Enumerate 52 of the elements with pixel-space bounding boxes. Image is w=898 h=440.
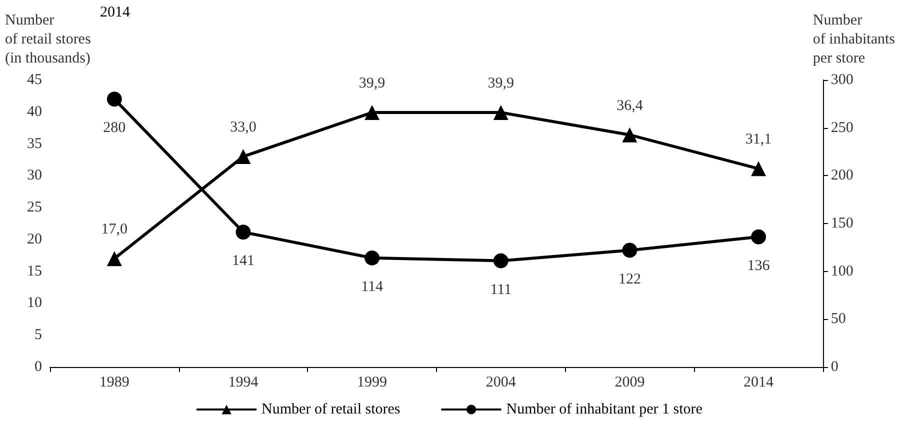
data-label: 36,4 — [616, 98, 644, 114]
y2-tick-label: 0 — [830, 359, 838, 375]
y-tick-label: 15 — [27, 263, 42, 280]
data-label: 39,9 — [358, 76, 386, 92]
x-tick-label: 2009 — [614, 374, 645, 390]
point — [106, 251, 122, 266]
data-label: 39,9 — [488, 76, 514, 92]
y2-tick-label: 150 — [830, 216, 854, 232]
x-tick-label: 2004 — [486, 374, 516, 390]
legend-label: Number of retail stores — [262, 402, 400, 418]
data-label: 33,0 — [230, 120, 256, 136]
chart-title: 2014 — [100, 4, 130, 20]
legend-label: Number of inhabitant per 1 store — [506, 402, 703, 418]
x-tick-label: 1999 — [357, 374, 388, 390]
point — [364, 105, 380, 120]
point — [236, 224, 251, 240]
y-tick-label: 20 — [27, 231, 42, 248]
x-tick-label: 1989 — [99, 374, 130, 390]
point — [622, 127, 638, 142]
data-label: 141 — [232, 253, 254, 270]
data-label: 136 — [747, 258, 770, 274]
data-label: 114 — [361, 278, 384, 295]
y-tick-label: 35 — [27, 136, 42, 152]
data-label: 31,1 — [745, 132, 772, 148]
y-tick-label: 40 — [27, 104, 42, 120]
y-tick-label: 10 — [27, 295, 42, 312]
y-axis-title: Number of retail stores (in thousands) — [5, 12, 91, 66]
data-label: 17,0 — [101, 222, 128, 238]
point — [493, 105, 508, 120]
y-tick-label: 0 — [34, 359, 42, 375]
y-tick-label: 5 — [34, 327, 42, 344]
y2-tick-label: 250 — [830, 120, 854, 136]
point — [751, 161, 766, 176]
point — [364, 250, 380, 266]
point — [106, 92, 122, 107]
x-tick-label: 1994 — [228, 374, 259, 390]
y-tick-label: 45 — [27, 72, 42, 88]
y2-tick-label: 50 — [830, 311, 846, 328]
y2-axis-title: Number of inhabitants per store — [812, 12, 896, 66]
data-label: 122 — [618, 271, 641, 288]
y2-tick-label: 100 — [830, 263, 854, 280]
y-tick-label: 25 — [27, 200, 42, 216]
point — [751, 229, 766, 244]
data-label: 111 — [490, 282, 512, 298]
x-tick-label: 2014 — [744, 374, 774, 390]
point — [236, 149, 251, 164]
y2-tick-label: 200 — [830, 168, 854, 184]
data-label: 280 — [103, 120, 126, 136]
point — [622, 242, 638, 258]
point — [493, 253, 508, 268]
y-tick-label: 30 — [27, 168, 42, 184]
y2-tick-label: 300 — [830, 72, 854, 88]
